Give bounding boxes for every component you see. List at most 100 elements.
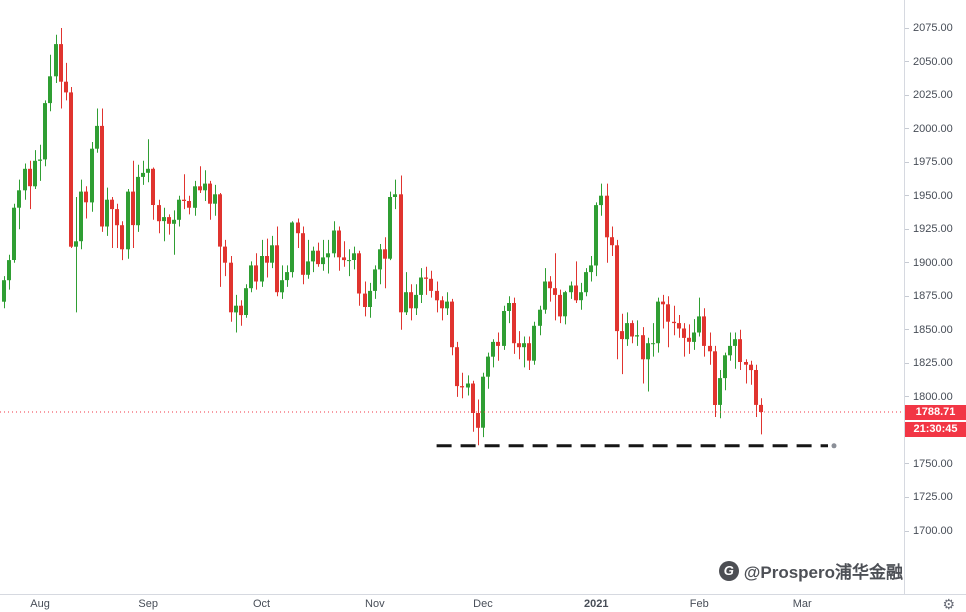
candle-body	[208, 183, 212, 204]
candle-body	[527, 343, 531, 361]
candle-body	[239, 305, 243, 316]
candle-body	[481, 376, 485, 428]
candle-body	[393, 194, 397, 197]
candle-body	[357, 253, 361, 294]
candle-body	[342, 257, 346, 261]
candle-body	[563, 292, 567, 317]
candle-body	[203, 183, 207, 191]
candle-body	[388, 197, 392, 259]
candle-body	[347, 260, 351, 262]
gear-icon[interactable]: ⚙	[942, 596, 955, 612]
candle-body	[23, 168, 27, 191]
candle-body	[17, 190, 21, 208]
candle-body	[120, 225, 124, 250]
candle-body	[507, 303, 511, 311]
candle-body	[599, 195, 603, 206]
candle-body	[79, 191, 83, 242]
candle-body	[754, 370, 758, 405]
candle-body	[594, 205, 598, 266]
candle-body	[656, 301, 660, 344]
candles-series	[2, 28, 763, 446]
trendline-endpoint-dot[interactable]	[831, 443, 837, 449]
plot-area[interactable]	[0, 0, 904, 594]
candle-body	[270, 245, 274, 263]
price-axis-label: 1850.00	[913, 323, 953, 336]
candle-body	[414, 294, 418, 309]
price-axis[interactable]: 1788.71 21:30:45 2075.00 2050.00 2025.00 20…	[904, 0, 966, 594]
candle-body	[275, 245, 279, 293]
candle-body	[589, 265, 593, 273]
price-axis-tick	[905, 496, 909, 498]
candle-body	[332, 230, 336, 254]
candle-body	[502, 311, 506, 346]
candle-body	[229, 262, 233, 313]
candle-body	[471, 383, 475, 413]
candle-body	[697, 316, 701, 333]
candle-body	[64, 81, 68, 93]
support-trendline[interactable]	[436, 443, 837, 449]
candle-body	[110, 199, 114, 210]
time-axis-label-dec: Dec	[473, 598, 493, 610]
candle-body	[383, 249, 387, 259]
candle-body	[399, 194, 403, 313]
price-axis-tick	[905, 463, 909, 465]
candle-body	[620, 331, 624, 340]
price-axis-label: 1725.00	[913, 491, 953, 504]
candle-body	[105, 199, 109, 227]
candle-body	[311, 250, 315, 262]
candle-body	[419, 277, 423, 295]
price-axis-tick	[905, 530, 909, 532]
bar-countdown-badge: 21:30:45	[905, 421, 966, 437]
candle-body	[404, 292, 408, 313]
candle-body	[728, 345, 732, 356]
watermark-text: @Prospero浦华金融	[743, 563, 903, 582]
watermark: G @Prospero浦华金融	[718, 558, 903, 583]
candle-body	[12, 207, 16, 260]
candle-body	[157, 205, 161, 222]
price-axis-tick	[905, 362, 909, 364]
candle-body	[517, 343, 521, 348]
candle-body	[285, 272, 289, 281]
candle-body	[584, 272, 588, 293]
time-axis[interactable]: ⚙ Aug Sep Oct Nov Dec 2021 Feb Mar	[0, 594, 966, 612]
candle-body	[538, 309, 542, 326]
price-axis-label: 1800.00	[913, 390, 953, 403]
candle-body	[615, 245, 619, 332]
candle-body	[182, 199, 186, 201]
candle-body	[486, 356, 490, 377]
price-axis-tick	[905, 295, 909, 297]
candle-body	[198, 186, 202, 191]
candle-body	[265, 256, 269, 263]
candle-body	[646, 343, 650, 360]
candle-body	[677, 323, 681, 329]
candle-body	[59, 44, 63, 82]
candle-body	[28, 168, 32, 187]
candle-body	[378, 249, 382, 270]
candle-body	[466, 383, 470, 388]
candle-body	[95, 125, 99, 149]
candle-body	[100, 125, 104, 227]
candle-body	[363, 293, 367, 307]
candle-body	[702, 316, 706, 346]
candle-body	[167, 217, 171, 224]
price-axis-label: 1925.00	[913, 223, 953, 236]
candle-body	[672, 321, 676, 324]
candle-body	[321, 257, 325, 265]
candle-body	[548, 281, 552, 289]
price-axis-label: 2050.00	[913, 55, 953, 68]
candle-body	[610, 237, 614, 246]
candle-body	[744, 362, 748, 365]
price-axis-tick	[905, 329, 909, 331]
candle-body	[569, 285, 573, 293]
price-axis-tick	[905, 161, 909, 163]
candle-body	[687, 337, 691, 342]
candle-body	[666, 304, 670, 322]
price-axis-tick	[905, 195, 909, 197]
candle-body	[177, 199, 181, 220]
candle-body	[574, 285, 578, 301]
price-axis-label: 2000.00	[913, 122, 953, 135]
candle-body	[424, 277, 428, 279]
price-axis-tick	[905, 128, 909, 130]
candle-body	[635, 335, 639, 337]
candle-body	[146, 168, 150, 173]
